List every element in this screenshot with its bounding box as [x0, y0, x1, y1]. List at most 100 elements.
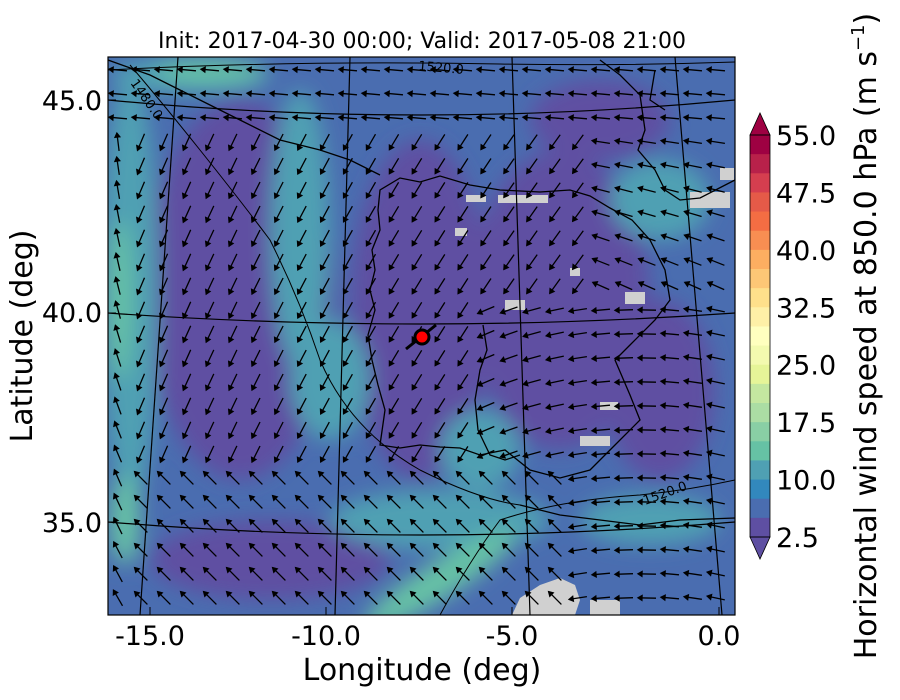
wind-vector-head [434, 431, 441, 439]
wind-vector-head [135, 456, 143, 464]
wind-vector-head [273, 384, 281, 392]
wind-vector-head [271, 518, 279, 526]
wind-vector-head [386, 590, 394, 598]
wind-vector-head [296, 144, 304, 152]
wind-vector-head [613, 474, 620, 482]
wind-speed-field [108, 57, 720, 615]
wind-vector-head [388, 239, 395, 247]
x-tick-label: 0.0 [698, 621, 741, 652]
wind-vector-head [202, 590, 210, 598]
x-tick-label: -15.0 [115, 621, 185, 652]
wind-vector-head [549, 263, 556, 271]
wind-vector-head [342, 144, 349, 151]
wind-vector-head [271, 590, 279, 598]
wind-vector-head [659, 114, 666, 122]
wind-vector-head [296, 264, 304, 272]
wind-vector-head [409, 590, 417, 598]
wind-vector-head [248, 566, 256, 574]
wind-vector-head [319, 192, 327, 200]
wind-vector-head [659, 378, 666, 386]
wind-vector-head [130, 114, 137, 122]
wind-vector-head [659, 161, 667, 169]
wind-vector-head [591, 257, 599, 264]
wind-vector-head [434, 359, 441, 367]
wind-vector-head [411, 383, 418, 391]
wind-vector-head [613, 498, 620, 506]
wind-vector-head [342, 360, 349, 367]
wind-vector-head [112, 492, 120, 500]
wind-vector-head [636, 378, 643, 386]
wind-vector-head [181, 312, 189, 320]
wind-vector-head [613, 330, 620, 338]
wind-vector-head [613, 378, 620, 386]
wind-vector-head [434, 335, 441, 343]
wind-vector-head [613, 450, 620, 458]
wind-vector-head [250, 144, 258, 152]
wind-vector-head [204, 408, 212, 416]
wind-vector-head [273, 240, 281, 248]
wind-vector-head [386, 566, 394, 574]
wind-vector-head [705, 66, 712, 74]
wind-vector-head [296, 360, 304, 368]
wind-vector-head [637, 185, 644, 193]
wind-vector-head [112, 564, 120, 572]
wind-vector-head [705, 569, 713, 577]
wind-vector-head [319, 384, 327, 392]
wind-vector-head [156, 590, 164, 598]
wind-vector-head [319, 456, 327, 464]
wind-vector-head [337, 90, 344, 98]
wind-vector-head [273, 192, 281, 200]
wind-vector-head [544, 403, 552, 411]
wind-vector-head [636, 114, 643, 122]
wind-vector-head [204, 432, 212, 440]
wind-vector-head [133, 470, 141, 478]
wind-vector-head [705, 114, 712, 122]
wind-vector-head [245, 114, 252, 122]
wind-vector-head [590, 114, 597, 122]
wind-vector-head [544, 114, 551, 122]
wind-vector-head [432, 470, 440, 478]
wind-vector-head [409, 494, 417, 502]
wind-vector-head [319, 408, 327, 416]
wind-vector-head [682, 114, 689, 122]
wind-vector-head [544, 379, 552, 387]
wind-vector-head [179, 470, 187, 478]
wind-vector-head [365, 167, 372, 175]
wind-vector-head [503, 263, 510, 271]
wind-vector-head [222, 90, 229, 98]
wind-vector-head [429, 114, 436, 122]
wind-vector-head [406, 90, 413, 98]
wind-vector-head [365, 431, 372, 439]
wind-vector-head [411, 287, 418, 295]
wind-vector-head [706, 185, 713, 193]
wind-vector-head [457, 263, 464, 271]
wind-vector-head [452, 114, 459, 122]
wind-vector-head [294, 470, 302, 478]
wind-vector-head [296, 408, 304, 416]
y-axis-label: Latitude (deg) [5, 230, 40, 443]
wind-vector-head [248, 470, 256, 478]
wind-vector-head [383, 66, 390, 74]
wind-vector-head [522, 403, 529, 411]
wind-vector-head [113, 276, 121, 283]
wind-vector-head [202, 518, 210, 526]
wind-vector-head [268, 66, 275, 74]
wind-vector-head [457, 431, 464, 439]
wind-vector-head [199, 114, 206, 122]
wind-vector-head [319, 240, 327, 248]
wind-vector-head [659, 66, 666, 74]
wind-vector-head [503, 239, 510, 247]
wind-vector-head [135, 408, 143, 416]
wind-vector-head [591, 209, 598, 217]
wind-vector-head [319, 312, 327, 320]
colorbar-segment [750, 479, 770, 500]
wind-vector-head [590, 90, 597, 98]
wind-vector-head [457, 167, 464, 175]
wind-vector-head [590, 378, 597, 386]
wind-vector-head [135, 360, 143, 368]
wind-vector-head [296, 456, 304, 464]
wind-vector-head [273, 408, 281, 416]
wind-vector-head [682, 90, 689, 98]
wind-vector-head [181, 456, 189, 464]
wind-vector-head [660, 257, 668, 264]
